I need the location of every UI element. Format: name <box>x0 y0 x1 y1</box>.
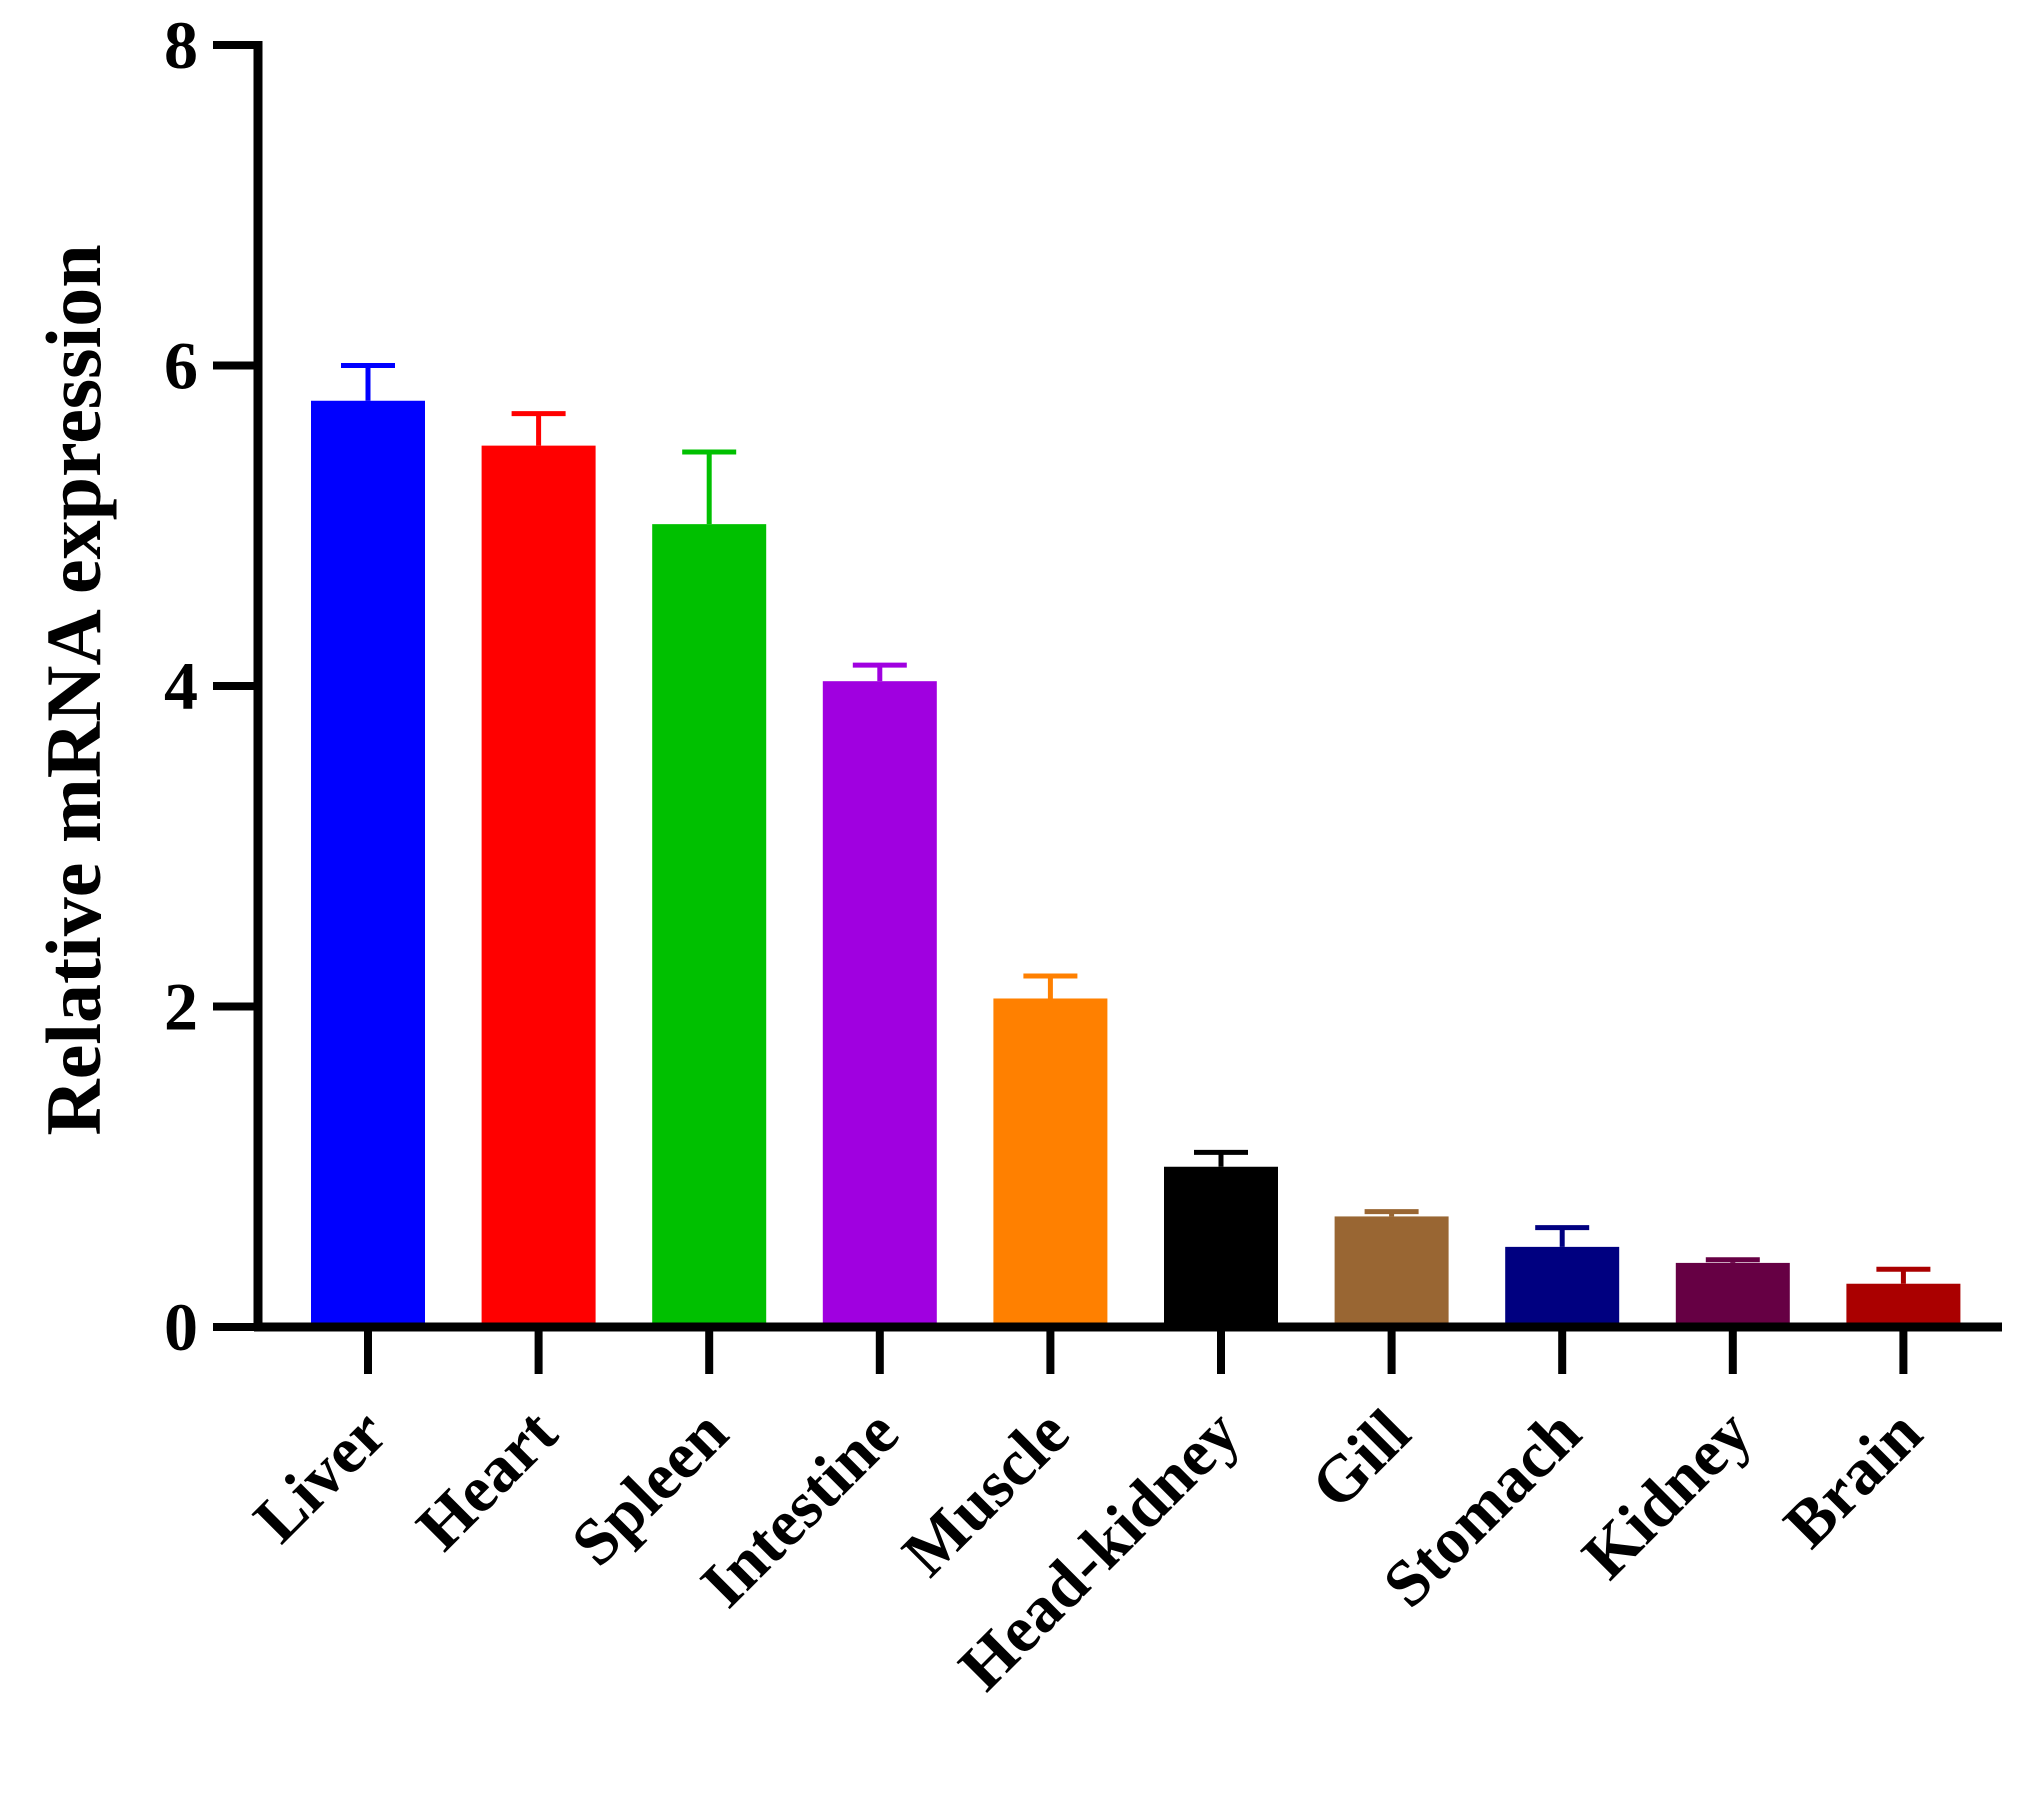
bar-brain <box>1846 1283 1961 1327</box>
y-tick-label-4: 4 <box>164 648 198 724</box>
bar-stomach <box>1505 1246 1620 1327</box>
bar-intestine <box>822 681 937 1327</box>
bars-group <box>311 400 1961 1327</box>
y-tick-label-2: 2 <box>164 969 198 1045</box>
labels-group: Liver HeartSpleenIntestineMuscleHead-kidn… <box>164 7 1936 1704</box>
x-tick-label-heart: Heart <box>403 1396 571 1564</box>
error-bar-muscle <box>1023 973 1078 999</box>
y-tick-label-8: 8 <box>164 7 198 83</box>
y-tick-label-6: 6 <box>164 328 198 404</box>
bar-gill <box>1334 1216 1449 1327</box>
axes-group <box>213 41 2002 1374</box>
bar-spleen <box>652 524 767 1327</box>
error-bar-head-kidney <box>1194 1149 1248 1167</box>
y-tick-label-0: 0 <box>164 1289 198 1365</box>
error-bar-brain <box>1876 1266 1931 1284</box>
x-tick-label-gill: Gill <box>1297 1396 1424 1523</box>
x-tick-label-kidney: Kidney <box>1569 1396 1766 1593</box>
error-bars-group <box>341 363 1931 1284</box>
error-bar-heart <box>511 411 566 446</box>
error-bar-liver <box>341 363 395 401</box>
error-bar-spleen <box>682 449 737 525</box>
y-axis-title: Relative mRNA expression <box>30 244 117 1135</box>
error-bar-kidney <box>1705 1257 1760 1263</box>
x-tick-label-liver: Liver <box>240 1396 400 1556</box>
error-bar-stomach <box>1535 1225 1590 1247</box>
bar-liver <box>311 400 425 1327</box>
error-bar-gill <box>1364 1209 1419 1217</box>
x-tick-label-brain: Brain <box>1770 1396 1936 1562</box>
bar-kidney <box>1675 1262 1790 1327</box>
bar-head-kidney <box>1164 1166 1278 1327</box>
bar-muscle <box>993 998 1108 1327</box>
bar-heart <box>481 445 596 1327</box>
error-bar-intestine <box>852 662 907 682</box>
